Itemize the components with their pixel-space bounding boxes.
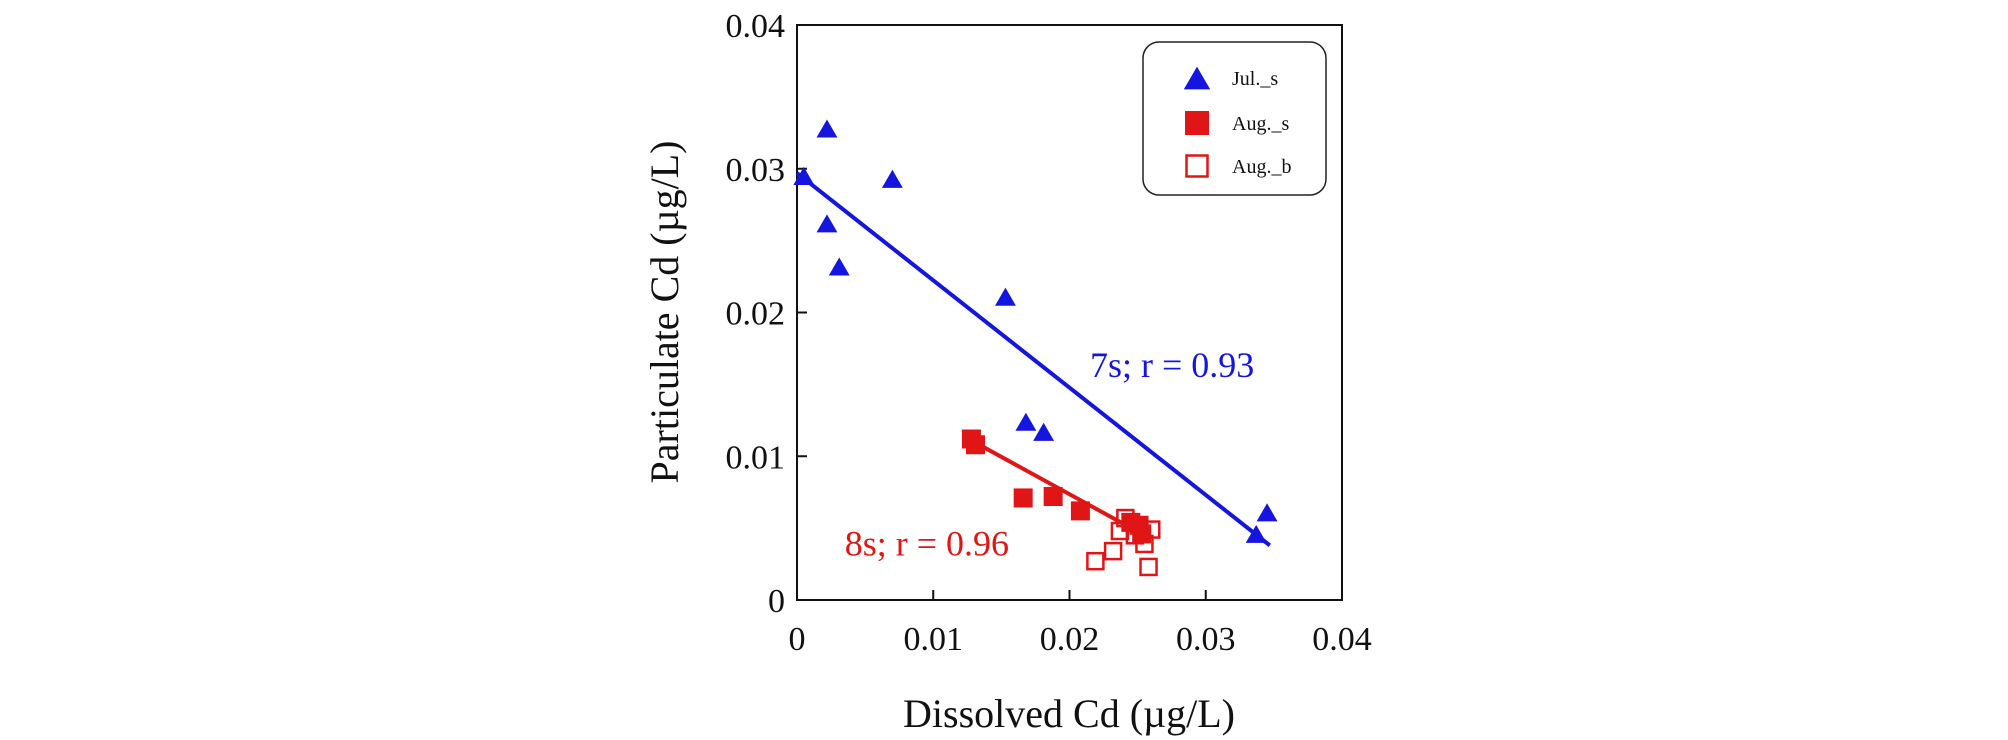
legend-marker bbox=[1185, 154, 1209, 178]
y-tick-label: 0.02 bbox=[726, 296, 786, 333]
data-point bbox=[881, 169, 903, 188]
data-point bbox=[1116, 508, 1135, 528]
data-point bbox=[1086, 551, 1105, 571]
data-point bbox=[1033, 422, 1055, 441]
legend-label: Aug._b bbox=[1232, 156, 1291, 178]
data-point bbox=[816, 119, 838, 138]
legend-marker bbox=[1185, 111, 1209, 135]
data-point bbox=[1015, 412, 1037, 431]
data-point bbox=[1139, 557, 1158, 577]
data-point bbox=[1256, 503, 1278, 522]
x-tick-label: 0.04 bbox=[1312, 621, 1372, 658]
data-point bbox=[1103, 541, 1123, 561]
x-axis-title: Dissolved Cd (µg/L) bbox=[903, 691, 1235, 736]
legend: Jul._s Aug._s Aug._b bbox=[1142, 41, 1327, 196]
data-point bbox=[816, 214, 838, 233]
data-point bbox=[1142, 520, 1161, 539]
data-point bbox=[1245, 524, 1267, 543]
data-point bbox=[1043, 487, 1063, 506]
y-tick-label: 0.01 bbox=[726, 439, 786, 476]
legend-label: Aug._s bbox=[1232, 113, 1289, 135]
trendline-jul-s bbox=[795, 171, 1272, 547]
y-tick-label: 0 bbox=[768, 583, 785, 620]
data-point bbox=[965, 435, 985, 455]
annotations: 7s; r = 0.93 8s; r = 0.96 bbox=[845, 345, 1255, 563]
x-tick-label: 0.03 bbox=[1176, 621, 1236, 658]
data-point bbox=[995, 287, 1016, 306]
legend-label: Jul._s bbox=[1232, 68, 1278, 90]
x-tick-label: 0.01 bbox=[904, 621, 964, 658]
y-tick-label: 0.03 bbox=[726, 152, 786, 189]
annotation-label: 8s; r = 0.96 bbox=[845, 523, 1009, 563]
y-axis-title: Particulate Cd (µg/L) bbox=[642, 141, 687, 484]
x-tick-label: 0 bbox=[789, 621, 806, 658]
data-point bbox=[828, 257, 850, 276]
y-axis-ticks: 0 0.01 0.02 0.03 0.04 bbox=[726, 8, 807, 620]
data-markers bbox=[793, 119, 1278, 577]
x-tick-label: 0.02 bbox=[1040, 621, 1100, 658]
x-axis-ticks: 0 0.01 0.02 0.03 0.04 bbox=[789, 590, 1372, 658]
data-point bbox=[1070, 501, 1090, 521]
y-tick-label: 0.04 bbox=[726, 8, 786, 45]
data-point bbox=[1013, 488, 1033, 508]
legend-marker bbox=[1183, 66, 1211, 90]
data-point bbox=[793, 166, 815, 185]
annotation-label: 7s; r = 0.93 bbox=[1090, 345, 1254, 385]
